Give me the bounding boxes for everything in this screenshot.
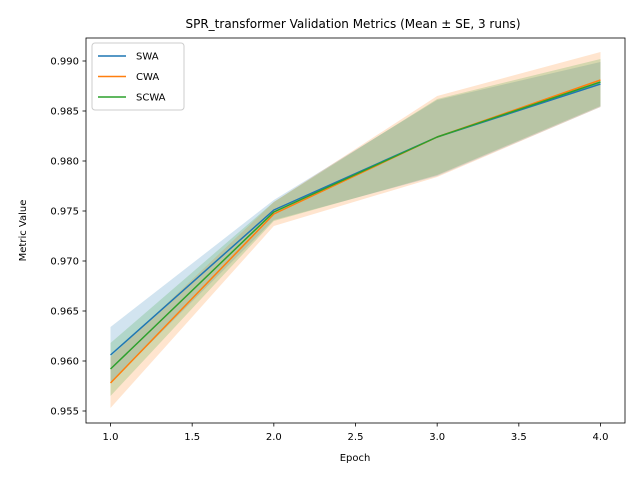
y-tick-label: 0.970 [50,257,79,268]
y-tick-label: 0.980 [50,157,79,168]
error-band-scwa [110,59,601,396]
legend-box [91,42,185,111]
y-tick-label: 0.965 [50,307,79,318]
series-lines [109,79,601,384]
error-band-swa [110,62,601,383]
x-tick-label: 2.5 [348,432,364,443]
y-axis-title: Metric Value [18,200,29,262]
x-tick-label: 2.0 [266,432,282,443]
x-tick-label: 3.5 [511,432,527,443]
error-bands [110,52,601,408]
x-tick-label: 4.0 [593,432,609,443]
legend-label-cwa: CWA [136,72,159,83]
x-axis-title: Epoch [340,453,371,464]
series-line-scwa [109,81,601,370]
y-axis: 0.955 0.960 0.965 0.970 0.975 0.980 0.985 0.990 [50,57,86,418]
chart-title: SPR_transformer Validation Metrics (Mean… [185,17,520,31]
legend-label-scwa: SCWA [136,93,166,104]
y-tick-label: 0.985 [50,107,79,118]
legend: SWA CWA SCWA [91,42,185,111]
x-tick-label: 3.0 [429,432,445,443]
error-band-cwa [110,52,601,408]
x-axis: 1.0 1.5 2.0 2.5 3.0 3.5 4.0 [103,423,609,443]
y-tick-label: 0.955 [50,407,79,418]
y-tick-label: 0.990 [50,57,79,68]
series-line-cwa [109,79,601,384]
x-tick-label: 1.0 [103,432,119,443]
y-tick-label: 0.960 [50,357,79,368]
x-tick-label: 1.5 [184,432,200,443]
series-line-swa [110,83,601,356]
y-tick-label: 0.975 [50,207,79,218]
legend-label-swa: SWA [136,52,159,63]
